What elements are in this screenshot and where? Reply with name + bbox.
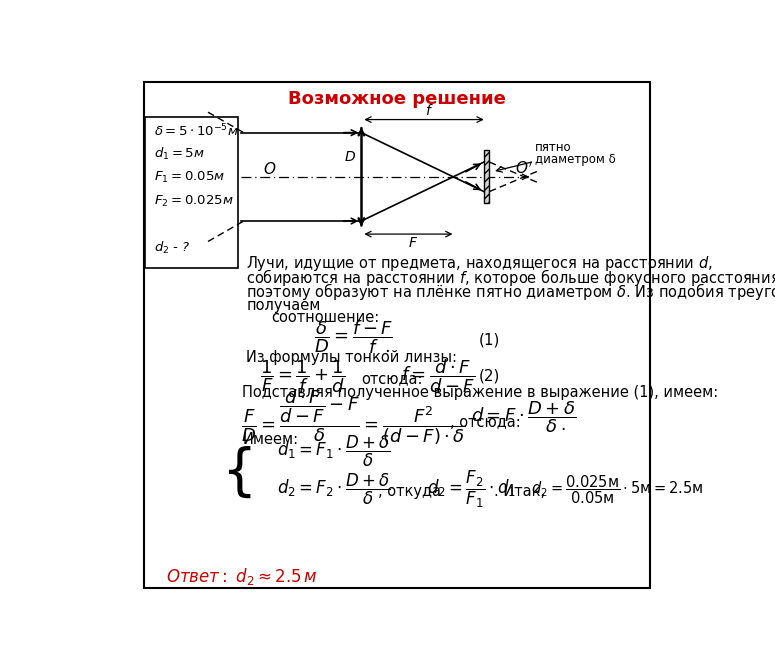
Text: $\dfrac{F}{D} = \dfrac{\dfrac{d \cdot F}{d - F} - F}{\delta} = \dfrac{F^2}{(d - : $\dfrac{F}{D} = \dfrac{\dfrac{d \cdot F}…: [241, 388, 466, 447]
Text: $\delta = 5 \cdot 10^{-5}$м: $\delta = 5 \cdot 10^{-5}$м: [153, 122, 239, 139]
Text: $O$: $O$: [263, 161, 276, 177]
Text: (1): (1): [478, 333, 500, 348]
Text: $d_2 = F_2 \cdot \dfrac{D + \delta}{\delta}$: $d_2 = F_2 \cdot \dfrac{D + \delta}{\del…: [277, 472, 391, 507]
Text: Имеем:: Имеем:: [243, 432, 298, 447]
Text: диаметром δ: диаметром δ: [536, 153, 616, 167]
Text: $d = F \cdot \dfrac{D + \delta}{\delta}$: $d = F \cdot \dfrac{D + \delta}{\delta}$: [471, 399, 577, 435]
Text: .: .: [384, 337, 390, 355]
Text: соотношение:: соотношение:: [271, 311, 379, 325]
Text: (2): (2): [478, 369, 500, 384]
Text: $d_2 = \dfrac{0.025\mathrm{м}}{0.05\mathrm{м}} \cdot 5\mathrm{м} = 2.5\mathrm{м}: $d_2 = \dfrac{0.025\mathrm{м}}{0.05\math…: [531, 473, 704, 506]
Text: , откуда: , откуда: [377, 484, 441, 499]
Text: получаем: получаем: [246, 297, 321, 313]
Text: $\dfrac{1}{F} = \dfrac{1}{f} + \dfrac{1}{d}$: $\dfrac{1}{F} = \dfrac{1}{f} + \dfrac{1}…: [260, 358, 345, 394]
Text: $d_1 = F_1 \cdot \dfrac{D + \delta}{\delta}$: $d_1 = F_1 \cdot \dfrac{D + \delta}{\del…: [277, 434, 391, 469]
Text: $\mathit{Ответ{:}\ d_2 \approx 2.5\,м}$: $\mathit{Ответ{:}\ d_2 \approx 2.5\,м}$: [166, 566, 318, 587]
Text: $F_2 = 0.025$м: $F_2 = 0.025$м: [153, 194, 233, 209]
Text: $F_1 = 0.05$м: $F_1 = 0.05$м: [153, 170, 225, 185]
Text: $D$: $D$: [344, 151, 357, 165]
Text: $F$: $F$: [408, 236, 418, 250]
Text: , отсюда:: , отсюда:: [449, 415, 521, 430]
Text: $\dfrac{\delta}{D} = \dfrac{f - F}{f}$: $\dfrac{\delta}{D} = \dfrac{f - F}{f}$: [314, 318, 394, 356]
Text: .: .: [561, 416, 566, 434]
Text: $d_2$ - ?: $d_2$ - ?: [153, 240, 191, 256]
Text: $f = \dfrac{d \cdot F}{d - F}$: $f = \dfrac{d \cdot F}{d - F}$: [401, 357, 475, 395]
Text: отсюда:: отсюда:: [361, 371, 423, 386]
Text: поэтому образуют на плёнке пятно диаметром $\delta$. Из подобия треугольников: поэтому образуют на плёнке пятно диаметр…: [246, 281, 775, 302]
Bar: [484, 150, 490, 203]
Text: Лучи, идущие от предмета, находящегося на расстоянии $d$,: Лучи, идущие от предмета, находящегося н…: [246, 254, 713, 274]
Text: пятно: пятно: [536, 141, 572, 153]
Text: $d_2 = \dfrac{F_2}{F_1} \cdot d_1$: $d_2 = \dfrac{F_2}{F_1} \cdot d_1$: [427, 469, 516, 511]
FancyBboxPatch shape: [145, 117, 238, 268]
Text: Подставляя полученное выражение в выражение (1), имеем:: Подставляя полученное выражение в выраже…: [243, 385, 718, 400]
Text: $O'$: $O'$: [515, 160, 533, 177]
Text: собираются на расстоянии $f$, которое больше фокусного расстояния, и: собираются на расстоянии $f$, которое бо…: [246, 267, 775, 288]
Text: Возможное решение: Возможное решение: [288, 90, 506, 108]
Text: $f$: $f$: [425, 103, 433, 118]
Text: {: {: [221, 446, 257, 499]
Text: Из формулы тонкой линзы:: Из формулы тонкой линзы:: [246, 351, 457, 365]
Text: $d_1 = 5$м: $d_1 = 5$м: [153, 146, 205, 163]
Text: . Итак,: . Итак,: [494, 484, 546, 499]
